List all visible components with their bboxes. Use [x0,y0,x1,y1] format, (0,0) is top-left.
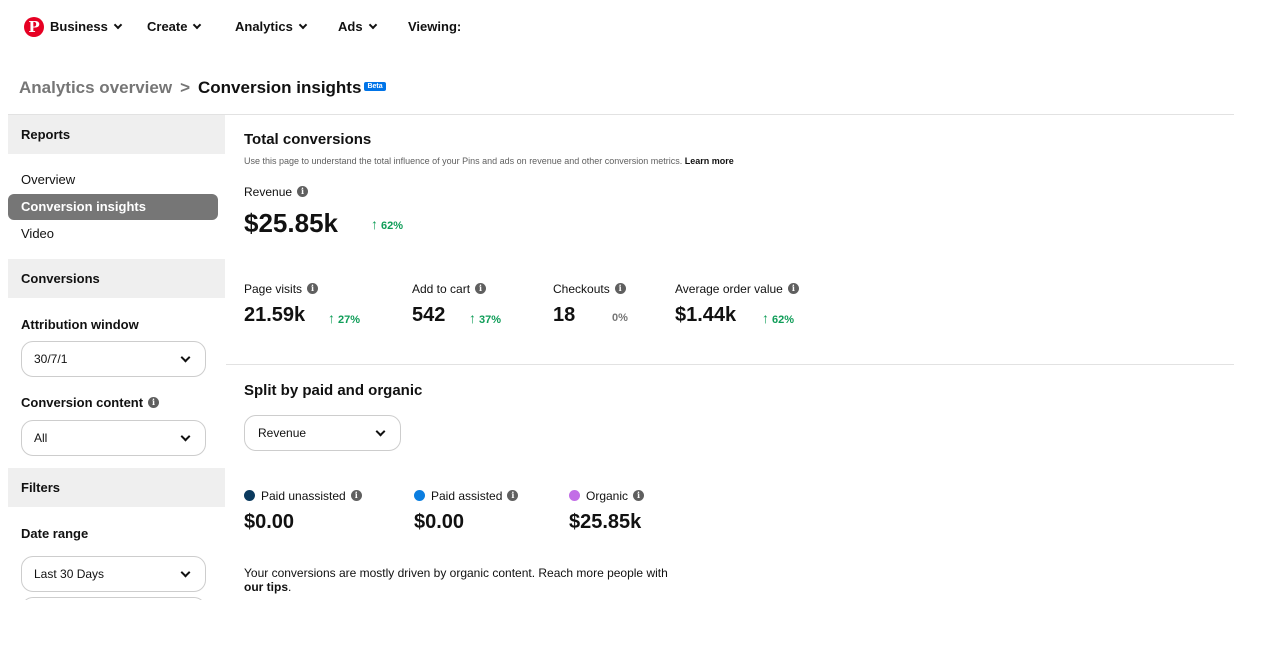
nav-viewing[interactable]: Viewing: [408,19,462,34]
page-title: Conversion insights [198,78,362,97]
conversion-content-select[interactable]: All [21,420,206,456]
page-visits-value: 21.59k [244,304,306,326]
paid-assisted-value: $0.00 [414,511,465,533]
page-visits-change: ↑ 27% [328,310,361,326]
chevron-down-icon [298,20,308,30]
divider [8,114,1234,115]
chevron-down-icon [375,426,386,437]
chevron-down-icon [180,431,191,442]
add-to-cart-label: Add to cart i [412,282,487,296]
checkouts-label: Checkouts i [553,282,626,296]
sidebar-item-video[interactable]: Video [21,226,55,241]
info-icon[interactable]: i [297,186,309,198]
pinterest-logo-icon[interactable]: P [24,17,44,37]
organic-value: $25.85k [569,511,642,533]
nav-business[interactable]: Business [50,19,123,34]
revenue-change: ↑ 62% [371,216,404,232]
legend-dot-icon [414,490,425,502]
sidebar-item-overview[interactable]: Overview [21,172,76,187]
split-section-title: Split by paid and organic [244,382,423,399]
info-icon[interactable]: i [475,283,487,295]
sidebar-header-filters: Filters [8,468,225,507]
total-conversions-title: Total conversions [244,131,372,148]
description-text: Use this page to understand the total in… [244,156,734,166]
add-to-cart-value: 542 [412,304,446,326]
nav-create[interactable]: Create [147,19,202,34]
info-icon[interactable]: i [350,490,362,502]
arrow-up-icon: ↑ [469,310,476,326]
arrow-up-icon: ↑ [371,216,378,232]
organic-label: Organic i [569,489,645,503]
conversion-content-value: All [34,431,48,445]
paid-assisted-label: Paid assisted i [414,489,519,503]
info-icon[interactable]: i [148,397,160,409]
top-nav: P Business Create Analytics Ads Viewing: [0,0,1286,54]
attribution-window-value: 30/7/1 [34,352,68,366]
arrow-up-icon: ↑ [328,310,335,326]
breadcrumb-analytics-overview[interactable]: Analytics overview [19,78,173,97]
revenue-value: $25.85k [244,208,338,238]
breadcrumb: Analytics overview > Conversion insights Be… [19,78,386,98]
sidebar-item-conversion-insights[interactable]: Conversion insights [8,194,218,220]
info-icon[interactable]: i [614,283,626,295]
date-range-value: Last 30 Days [34,567,105,581]
our-tips-link[interactable]: our tips [244,580,288,594]
learn-more-link[interactable]: Learn more [684,156,734,166]
info-icon[interactable]: i [633,490,645,502]
date-range-label: Date range [21,526,89,541]
chevron-down-icon [368,20,377,30]
revenue-label: Revenue i [244,185,309,199]
average-order-value-label: Average order value i [675,282,799,296]
info-icon[interactable]: i [507,490,519,502]
split-metric-value: Revenue [258,426,307,440]
sidebar-header-conversions: Conversions [8,259,225,298]
sidebar-next-select[interactable] [21,597,206,600]
chevron-down-icon [193,20,202,30]
attribution-window-select[interactable]: 30/7/1 [21,341,206,377]
attribution-window-label: Attribution window [21,317,139,332]
divider [226,364,1234,365]
info-icon[interactable]: i [787,283,799,295]
chevron-down-icon [113,20,123,30]
conversion-content-label: Conversion content i [21,395,160,410]
average-order-value-change: ↑ 62% [762,310,795,326]
paid-unassisted-label: Paid unassisted i [244,489,362,503]
legend-dot-icon [569,490,580,502]
arrow-up-icon: ↑ [762,310,769,326]
nav-ads[interactable]: Ads [338,19,377,34]
chevron-down-icon [180,352,191,363]
paid-unassisted-value: $0.00 [244,511,295,533]
legend-dot-icon [244,490,255,502]
page-visits-label: Page visits i [244,282,319,296]
insight-note: Your conversions are mostly driven by or… [244,566,668,594]
breadcrumb-separator: > [180,78,191,97]
sidebar-header-reports: Reports [8,115,225,154]
add-to-cart-change: ↑ 37% [469,310,502,326]
split-metric-dropdown[interactable]: Revenue [244,415,401,451]
checkouts-value: 18 [553,304,576,326]
nav-analytics[interactable]: Analytics [235,19,308,34]
info-icon[interactable]: i [307,283,319,295]
date-range-select[interactable]: Last 30 Days [21,556,206,592]
average-order-value-value: $1.44k [675,304,737,326]
chevron-down-icon [180,567,191,578]
beta-badge: Beta [364,82,386,92]
sidebar: Reports Overview Conversion insights Vid… [8,115,225,600]
checkouts-change: 0% [612,312,628,324]
